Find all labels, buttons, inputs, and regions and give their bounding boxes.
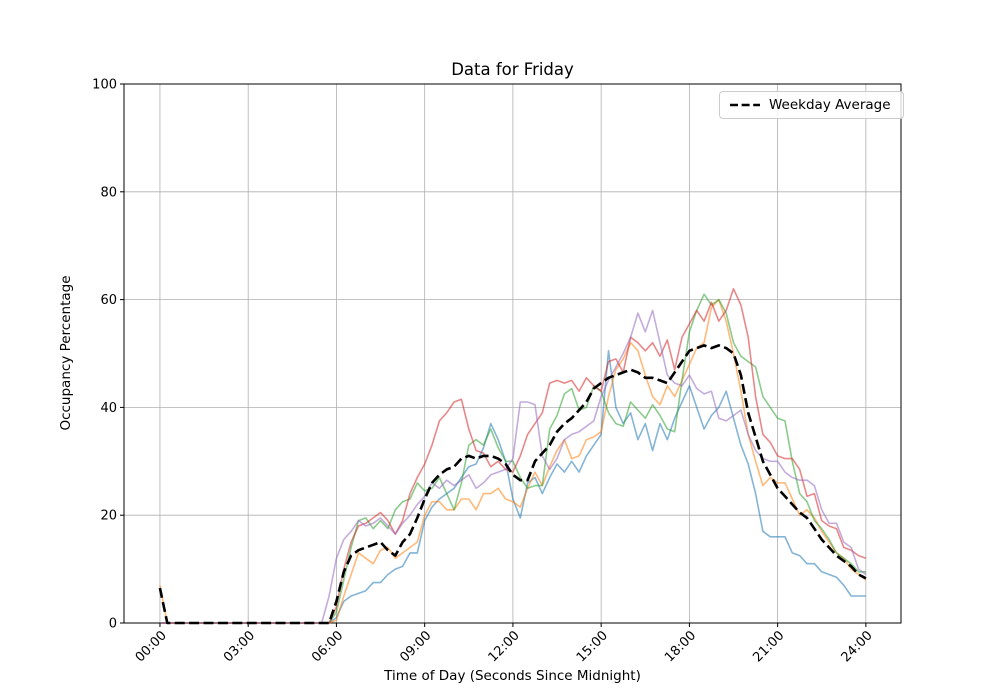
x-tick-label: 00:00 xyxy=(133,628,170,665)
y-axis-label: Occupancy Percentage xyxy=(58,275,74,431)
x-tick-label: 09:00 xyxy=(397,628,434,665)
y-tick-label: 0 xyxy=(109,617,117,632)
x-tick-label: 15:00 xyxy=(574,628,611,665)
x-tick-label: 12:00 xyxy=(486,628,523,665)
series-line-average xyxy=(158,344,867,625)
y-tick-label: 80 xyxy=(100,185,117,200)
legend-label: Weekday Average xyxy=(769,97,891,113)
y-tick-label: 20 xyxy=(100,509,117,524)
y-tick-label: 100 xyxy=(92,78,117,93)
x-tick-label: 03:00 xyxy=(221,628,258,665)
x-axis-label: Time of Day (Seconds Since Midnight) xyxy=(384,668,641,684)
y-tick-label: 40 xyxy=(100,401,117,416)
y-tick-label: 60 xyxy=(100,293,117,308)
legend-dashed-line-sample xyxy=(730,103,760,107)
x-tick-label: 06:00 xyxy=(309,628,346,665)
x-tick-label: 18:00 xyxy=(662,628,699,665)
plot-border xyxy=(123,83,902,624)
chart-title: Data for Friday xyxy=(451,60,574,79)
x-tick-label: 24:00 xyxy=(839,628,876,665)
x-tick-label: 21:00 xyxy=(750,628,787,665)
legend: Weekday Average xyxy=(719,91,904,119)
